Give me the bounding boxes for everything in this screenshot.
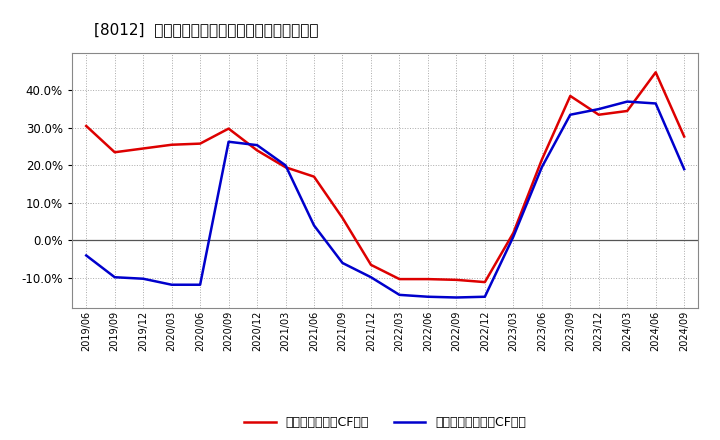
有利子負債フリーCF比率: [595, 106, 603, 112]
有利子負債フリーCF比率: [537, 165, 546, 170]
有利子負債フリーCF比率: [282, 163, 290, 168]
有利子負債営業CF比率: [366, 262, 375, 268]
有利子負債営業CF比率: [680, 134, 688, 139]
Text: [8012]  有利子負債キャッシュフロー比率の推移: [8012] 有利子負債キャッシュフロー比率の推移: [94, 22, 318, 37]
Line: 有利子負債フリーCF比率: 有利子負債フリーCF比率: [86, 102, 684, 297]
有利子負債営業CF比率: [652, 70, 660, 75]
有利子負債営業CF比率: [196, 141, 204, 146]
有利子負債フリーCF比率: [139, 276, 148, 281]
有利子負債フリーCF比率: [196, 282, 204, 287]
有利子負債フリーCF比率: [167, 282, 176, 287]
有利子負債営業CF比率: [338, 215, 347, 220]
有利子負債フリーCF比率: [366, 275, 375, 280]
有利子負債フリーCF比率: [82, 253, 91, 258]
有利子負債フリーCF比率: [652, 101, 660, 106]
有利子負債営業CF比率: [452, 277, 461, 282]
有利子負債営業CF比率: [480, 279, 489, 285]
有利子負債フリーCF比率: [338, 260, 347, 266]
有利子負債フリーCF比率: [452, 295, 461, 300]
有利子負債営業CF比率: [82, 123, 91, 128]
有利子負債フリーCF比率: [509, 234, 518, 239]
有利子負債営業CF比率: [310, 174, 318, 179]
有利子負債営業CF比率: [395, 276, 404, 282]
有利子負債フリーCF比率: [225, 139, 233, 144]
有利子負債フリーCF比率: [566, 112, 575, 117]
有利子負債営業CF比率: [595, 112, 603, 117]
Legend: 有利子負債営業CF比率, 有利子負債フリーCF比率: 有利子負債営業CF比率, 有利子負債フリーCF比率: [239, 411, 531, 434]
有利子負債フリーCF比率: [253, 143, 261, 148]
有利子負債営業CF比率: [253, 148, 261, 153]
Line: 有利子負債営業CF比率: 有利子負債営業CF比率: [86, 72, 684, 282]
有利子負債営業CF比率: [537, 157, 546, 162]
有利子負債営業CF比率: [566, 93, 575, 99]
有利子負債営業CF比率: [225, 126, 233, 131]
有利子負債営業CF比率: [110, 150, 119, 155]
有利子負債フリーCF比率: [480, 294, 489, 299]
有利子負債フリーCF比率: [423, 294, 432, 299]
有利子負債営業CF比率: [623, 108, 631, 114]
有利子負債フリーCF比率: [110, 275, 119, 280]
有利子負債フリーCF比率: [623, 99, 631, 104]
有利子負債フリーCF比率: [680, 166, 688, 172]
有利子負債営業CF比率: [509, 230, 518, 235]
有利子負債フリーCF比率: [395, 292, 404, 297]
有利子負債営業CF比率: [139, 146, 148, 151]
有利子負債営業CF比率: [423, 276, 432, 282]
有利子負債営業CF比率: [282, 165, 290, 170]
有利子負債営業CF比率: [167, 142, 176, 147]
有利子負債フリーCF比率: [310, 223, 318, 228]
